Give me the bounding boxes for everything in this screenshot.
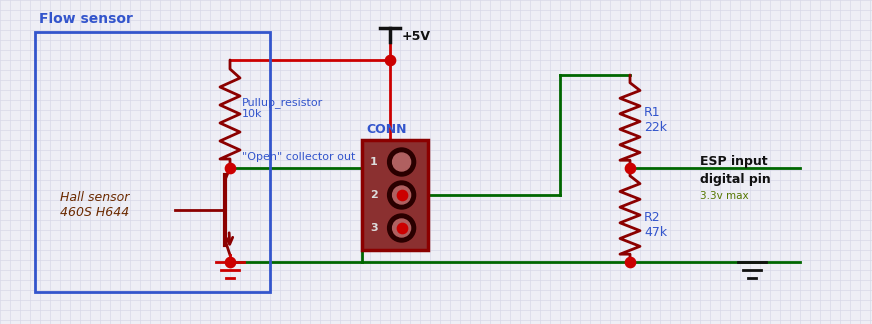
Text: digital pin: digital pin [700, 173, 771, 186]
Text: Flow sensor: Flow sensor [39, 12, 133, 26]
Circle shape [392, 186, 411, 204]
Circle shape [392, 219, 411, 237]
Point [223, 166, 237, 171]
Point [383, 57, 397, 63]
Text: 2: 2 [370, 190, 378, 200]
Text: R2
47k: R2 47k [644, 211, 667, 239]
Point [395, 226, 409, 231]
Text: 3: 3 [370, 223, 378, 233]
Text: 3.3v max: 3.3v max [700, 191, 749, 201]
Point [223, 260, 237, 265]
Text: +5V: +5V [402, 30, 431, 43]
Bar [362, 140, 428, 250]
Text: Pullup_resistor
10k: Pullup_resistor 10k [242, 97, 324, 119]
Text: 1: 1 [370, 157, 378, 167]
Text: Hall sensor
460S H644: Hall sensor 460S H644 [60, 191, 129, 219]
Text: R1
22k: R1 22k [644, 106, 667, 134]
Text: ESP input: ESP input [700, 155, 767, 168]
Point [395, 192, 409, 198]
Circle shape [387, 148, 416, 176]
Circle shape [387, 181, 416, 209]
Point [623, 166, 637, 171]
Bar [35, 32, 270, 292]
Text: CONN: CONN [366, 123, 406, 136]
Circle shape [392, 153, 411, 171]
Text: "Open" collector out: "Open" collector out [242, 152, 356, 162]
Point [623, 260, 637, 265]
Circle shape [387, 214, 416, 242]
